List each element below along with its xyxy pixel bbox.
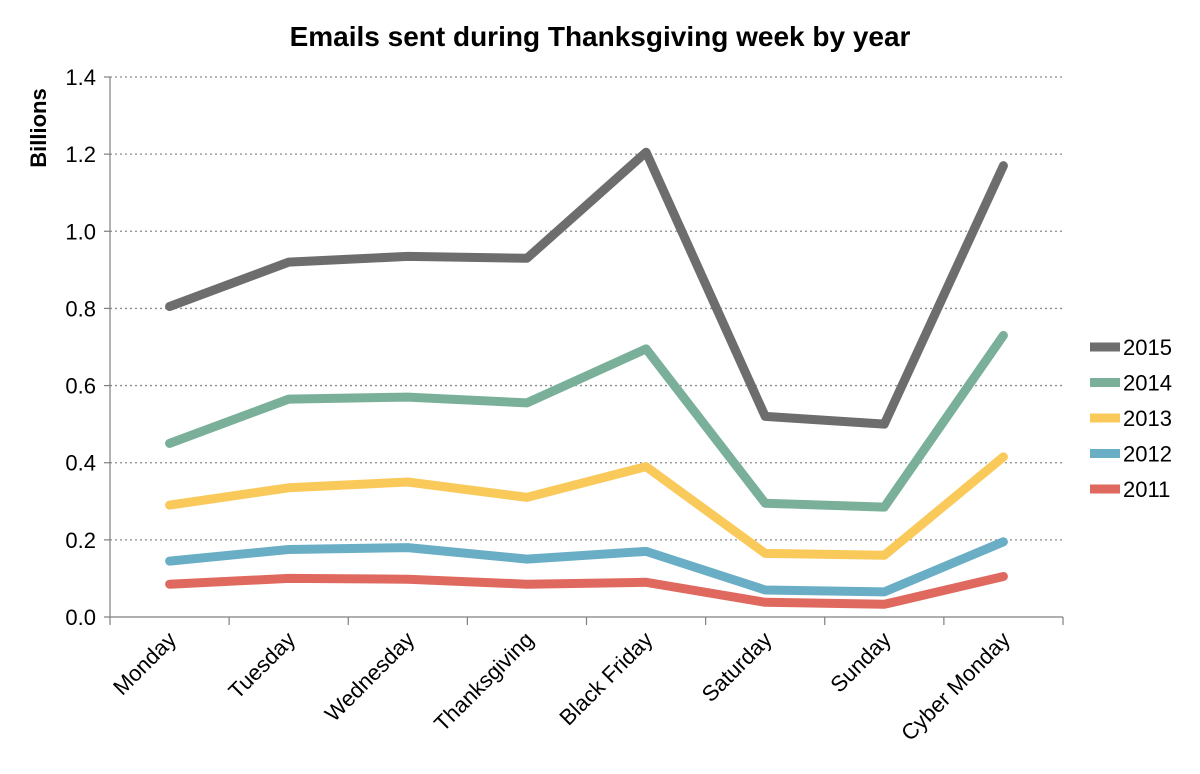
series-lines [165,147,1008,609]
gridlines [110,76,1063,541]
series-line-2014 [165,330,1008,512]
axes [104,76,1064,625]
y-tick-label: 1.0 [65,219,96,244]
y-tick-label: 0.6 [65,374,96,399]
x-tick-label: Thanksgiving [429,627,538,736]
legend-label-2014: 2014 [1123,371,1172,396]
legend-label-2012: 2012 [1123,442,1172,467]
x-tick-label: Tuesday [223,627,300,704]
y-tick-label: 0.8 [65,296,96,321]
x-tick-label: Monday [108,627,181,700]
series-line-2012 [165,537,1008,597]
x-tick-label: Cyber Monday [896,627,1015,746]
series-line-2011 [165,572,1008,609]
chart-title: Emails sent during Thanksgiving week by … [290,21,911,52]
legend: 2015 2014 2013 2012 2011 [1090,335,1172,502]
x-tick-label: Sunday [825,627,895,697]
x-tick-label: Black Friday [554,627,657,730]
y-tick-label: 1.4 [65,65,96,90]
x-tick-label: Wednesday [320,627,420,727]
legend-label-2013: 2013 [1123,406,1172,431]
x-tick-labels: Monday Tuesday Wednesday Thanksgiving Black … [108,627,1015,746]
y-tick-labels: 0.0 0.2 0.4 0.6 0.8 1.0 1.2 1.4 [65,65,96,630]
y-tick-label: 1.2 [65,142,96,167]
series-line-2015 [165,147,1008,429]
x-tick-label: Saturday [697,627,777,707]
y-tick-label: 0.2 [65,528,96,553]
series-line-2013 [165,452,1008,560]
y-tick-label: 0.4 [65,451,96,476]
legend-label-2011: 2011 [1123,477,1170,502]
y-axis-label: Billions [26,88,51,167]
legend-label-2015: 2015 [1123,335,1172,360]
y-tick-label: 0.0 [65,605,96,630]
